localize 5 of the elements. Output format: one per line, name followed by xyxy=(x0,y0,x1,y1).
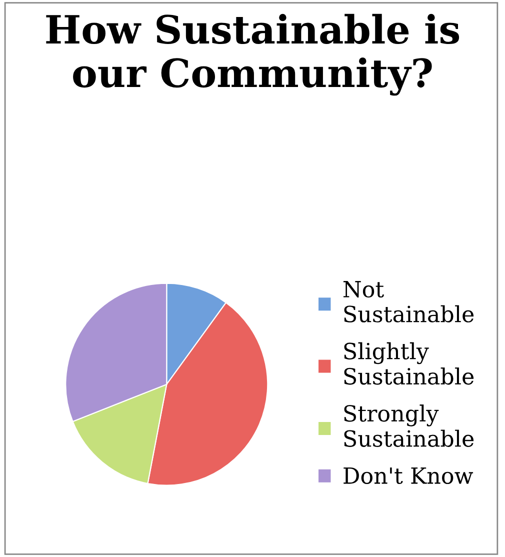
chart-title: How Sustainable is our Community? xyxy=(46,14,460,96)
legend-label: Don't Know xyxy=(344,467,474,484)
legend-label: Slightly Sustainable xyxy=(344,342,474,385)
legend-label: Not Sustainable xyxy=(343,281,474,322)
legend-label: Strongly Sustainable xyxy=(344,404,474,447)
